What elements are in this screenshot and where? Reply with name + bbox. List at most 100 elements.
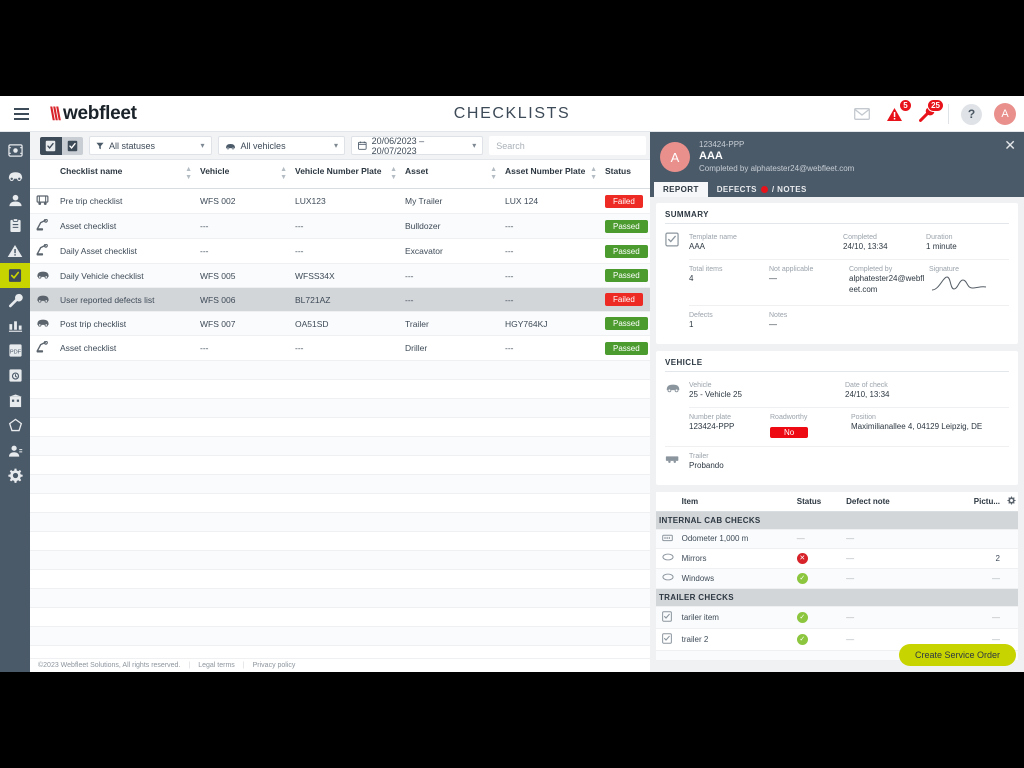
item-name: Odometer 1,000 m bbox=[678, 529, 794, 549]
item-name: trailer 2 bbox=[678, 628, 794, 651]
cell-asset: --- bbox=[401, 263, 501, 288]
sidebar-item-maintenance[interactable] bbox=[0, 288, 30, 313]
table-row-empty bbox=[30, 569, 661, 589]
items-table-wrap: Item Status Defect note Pictu... INTERN bbox=[656, 491, 1018, 661]
item-row[interactable]: Windows ✓ — — bbox=[656, 568, 1018, 589]
envelope-icon[interactable] bbox=[852, 104, 872, 124]
cell-vehicle: WFS 006 bbox=[196, 287, 291, 312]
row-type-icon bbox=[30, 287, 56, 312]
item-icon bbox=[656, 568, 679, 589]
sidebar-item-pdf-reports[interactable]: PDF bbox=[0, 338, 30, 363]
toggle-checklists-view[interactable] bbox=[40, 136, 62, 155]
sidebar-item-logbook[interactable] bbox=[0, 363, 30, 388]
th-vehicle[interactable]: Vehicle ▲ ▼ bbox=[196, 160, 291, 189]
sidebar-item-areas[interactable] bbox=[0, 413, 30, 438]
cell-asset: Driller bbox=[401, 335, 501, 361]
table-row-empty bbox=[30, 360, 661, 380]
status-pass-icon: ✓ bbox=[796, 611, 808, 623]
user-avatar[interactable]: A bbox=[994, 103, 1016, 125]
duration-value: 1 minute bbox=[926, 242, 957, 252]
defects-value: 1 bbox=[689, 320, 694, 330]
table-row-empty bbox=[30, 588, 661, 608]
th-asset-number-plate[interactable]: Asset Number Plate ▲ ▼ bbox=[501, 160, 601, 189]
th-asset[interactable]: Asset ▲ ▼ bbox=[401, 160, 501, 189]
item-row[interactable]: Mirrors ✕ —2 bbox=[656, 548, 1018, 569]
row-type-icon bbox=[30, 311, 56, 336]
item-status: ✓ bbox=[793, 628, 844, 651]
sidebar-item-contacts[interactable] bbox=[0, 438, 30, 463]
item-row[interactable]: Odometer 1,000 m — — bbox=[656, 529, 1018, 549]
table-row[interactable]: User reported defects list WFS 006 BL721AZ… bbox=[30, 287, 661, 312]
cell-vehicle-plate: --- bbox=[291, 335, 401, 361]
items-table-body: INTERNAL CAB CHECKS Odometer 1,000 m — — Mir… bbox=[656, 511, 1018, 661]
maintenance-wrench-icon[interactable]: 25 bbox=[916, 99, 944, 124]
item-row[interactable]: tariler item ✓ — — bbox=[656, 606, 1018, 629]
sidebar-item-reports[interactable] bbox=[0, 313, 30, 338]
help-button[interactable]: ? bbox=[961, 103, 982, 125]
cell-status: Passed bbox=[601, 311, 661, 336]
cell-vehicle-plate: --- bbox=[291, 238, 401, 264]
create-service-order-button[interactable]: Create Service Order bbox=[898, 644, 1016, 666]
privacy-policy-link[interactable]: Privacy policy bbox=[252, 662, 296, 669]
tab-report[interactable]: REPORT bbox=[654, 182, 708, 197]
checklist-icon bbox=[665, 230, 689, 337]
alerts-icon[interactable]: 5 bbox=[884, 99, 912, 124]
tab-defects-notes[interactable]: DEFECTS / NOTES bbox=[716, 185, 807, 194]
trailer-icon bbox=[665, 449, 689, 478]
table-row[interactable]: Post trip checklist WFS 007 OA51SD Trailer H… bbox=[30, 311, 661, 336]
detail-tabs: REPORT DEFECTS / NOTES bbox=[650, 182, 1024, 197]
detail-header: A 123424-PPP AAA Completed by alphateste… bbox=[650, 132, 1024, 182]
table-row[interactable]: Daily Asset checklist --- --- Excavator --- P… bbox=[30, 238, 661, 264]
sidebar-item-vehicles[interactable] bbox=[0, 163, 30, 188]
summary-card: SUMMARY Template name AAA Completed bbox=[656, 203, 1018, 344]
vehicle-value: 25 - Vehicle 25 bbox=[689, 389, 742, 399]
date-range-select[interactable]: 20/06/2023 – 20/07/2023 ▾ bbox=[350, 135, 484, 156]
date-range-value: 20/06/2023 – 20/07/2023 bbox=[371, 135, 425, 156]
sidebar-item-orders[interactable] bbox=[0, 213, 30, 238]
status-pass-icon: ✓ bbox=[796, 572, 808, 584]
detail-meta: 123424-PPP AAA Completed by alphatester2… bbox=[699, 140, 854, 174]
item-icon bbox=[656, 628, 679, 651]
close-icon[interactable]: ✕ bbox=[1004, 137, 1016, 153]
th-vehicle-number-plate[interactable]: Vehicle Number Plate ▲ ▼ bbox=[291, 160, 401, 189]
legal-terms-link[interactable]: Legal terms bbox=[198, 662, 235, 669]
cell-asset-plate: LUX 124 bbox=[501, 188, 601, 214]
search-input[interactable]: Search bbox=[489, 136, 646, 155]
maintenance-badge: 25 bbox=[927, 99, 944, 112]
table-row-empty bbox=[30, 455, 661, 475]
th-checklist-name[interactable]: Checklist name ▲ ▼ bbox=[56, 160, 196, 189]
table-row[interactable]: Asset checklist --- --- Bulldozer --- Passed bbox=[30, 213, 661, 239]
vehicle-filter-select[interactable]: All vehicles ▾ bbox=[217, 136, 345, 155]
date-of-check-label: Date of check bbox=[845, 381, 888, 389]
cell-asset-plate: --- bbox=[501, 335, 601, 361]
item-pictures: — bbox=[956, 606, 1018, 629]
table-row[interactable]: Daily Vehicle checklist WFS 005 WFSS34X ---… bbox=[30, 263, 661, 288]
sidebar-item-map[interactable] bbox=[0, 138, 30, 163]
table-row-empty bbox=[30, 512, 661, 532]
logo-mark-icon: \\\ bbox=[50, 103, 61, 124]
sidebar-item-drivers[interactable] bbox=[0, 188, 30, 213]
sidebar-item-depots[interactable] bbox=[0, 388, 30, 413]
sidebar-item-checklists[interactable] bbox=[0, 263, 30, 288]
sort-icon: ▲ ▼ bbox=[280, 166, 287, 181]
toggle-defects-view[interactable] bbox=[61, 136, 83, 155]
hamburger-icon[interactable] bbox=[6, 96, 36, 132]
cell-vehicle-plate: BL721AZ bbox=[291, 287, 401, 312]
sidebar-item-settings[interactable] bbox=[0, 463, 30, 488]
items-group-row: TRAILER CHECKS bbox=[656, 588, 1018, 607]
item-pictures: — bbox=[956, 568, 1018, 589]
status-badge: Passed bbox=[605, 341, 648, 355]
sidebar-item-alerts[interactable] bbox=[0, 238, 30, 263]
table-row[interactable]: Asset checklist --- --- Driller --- Passed bbox=[30, 335, 661, 361]
cell-checklist-name: Daily Asset checklist bbox=[56, 238, 196, 264]
table-row-empty bbox=[30, 607, 661, 627]
checklists-table-body: Pre trip checklist WFS 002 LUX123 My Traile… bbox=[30, 188, 661, 672]
cell-asset: Trailer bbox=[401, 311, 501, 336]
gear-icon[interactable] bbox=[1007, 496, 1016, 507]
items-group-row: INTERNAL CAB CHECKS bbox=[656, 511, 1018, 530]
table-row[interactable]: Pre trip checklist WFS 002 LUX123 My Traile… bbox=[30, 188, 661, 214]
items-table: Item Status Defect note Pictu... INTERN bbox=[656, 491, 1018, 661]
status-filter-select[interactable]: All statuses ▾ bbox=[89, 136, 212, 155]
table-row-empty bbox=[30, 436, 661, 456]
item-status: ✓ bbox=[793, 606, 844, 629]
